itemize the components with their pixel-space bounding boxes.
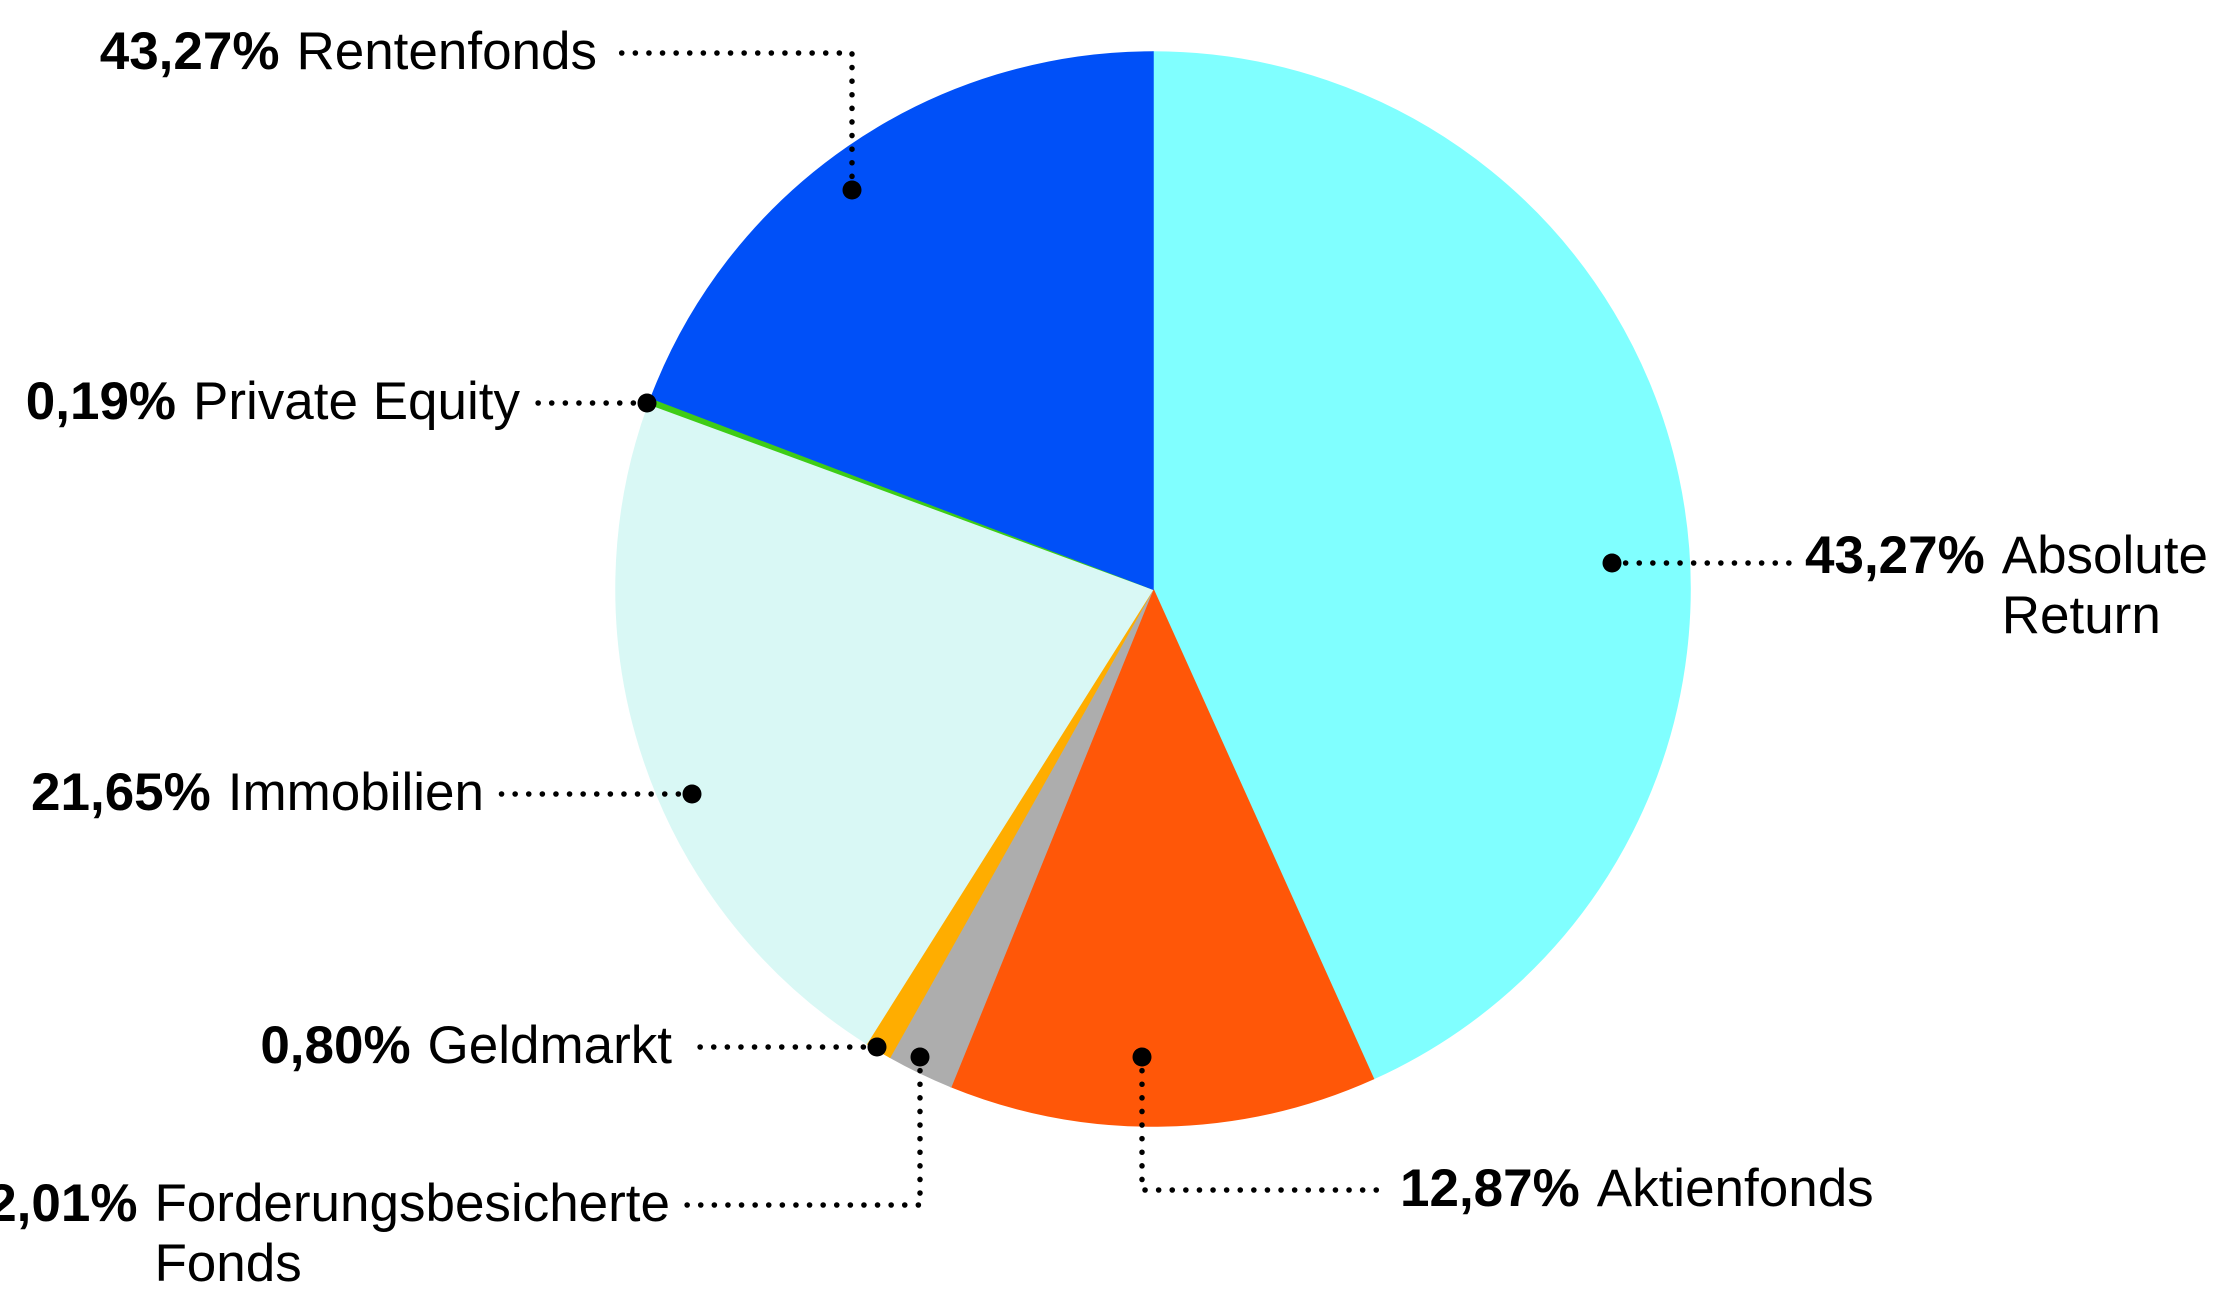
slice-name-line: Fonds xyxy=(154,1234,302,1292)
slice-percent: 43,27% xyxy=(1805,526,1985,585)
callout-dot-rentenfonds xyxy=(842,180,862,200)
callout-dot-aktienfonds xyxy=(1132,1047,1152,1067)
callout-leader-forderungsbesicherte-fonds xyxy=(681,1054,923,1208)
slice-label-geldmarkt: 0,80% Geldmarkt xyxy=(260,1016,672,1076)
callout-dot-geldmarkt xyxy=(867,1037,887,1057)
pie-slice-absolute-return xyxy=(1152,51,1691,1080)
slice-name: Absolute Return xyxy=(2002,526,2208,646)
slice-percent: 0,19% xyxy=(25,372,177,431)
slice-name-line: Rentenfonds xyxy=(296,22,597,81)
slice-label-rentenfonds: 43,27% Rentenfonds xyxy=(100,22,597,82)
slice-label-immobilien: 21,65% Immobilien xyxy=(31,763,484,823)
slice-label-private-equity: 0,19% Private Equity xyxy=(26,372,520,432)
slice-name-line: Geldmarkt xyxy=(427,1016,672,1075)
slice-label-forderungsbesicherte-fonds: 2,01% Forderungsbesicherte Fonds xyxy=(0,1174,670,1292)
slice-label-absolute-return: 43,27% Absolute Return xyxy=(1805,526,2208,646)
slice-percent: 2,01% xyxy=(0,1174,138,1233)
slice-name-line: Absolute xyxy=(2001,526,2208,585)
callout-dot-forderungsbesicherte-fonds xyxy=(910,1047,930,1067)
slice-name-line: Return xyxy=(2001,586,2161,645)
callout-leader-rentenfonds xyxy=(607,50,855,193)
slice-name: Private Equity xyxy=(193,372,520,432)
slice-name: Immobilien xyxy=(228,763,484,823)
slice-percent: 0,80% xyxy=(260,1016,411,1075)
slice-name: Aktienfonds xyxy=(1597,1159,1874,1219)
pie-slice-immobilien xyxy=(615,402,1155,1045)
slice-name: Geldmarkt xyxy=(428,1016,672,1076)
callout-dot-absolute-return xyxy=(1602,553,1622,573)
slice-name-line: Aktienfonds xyxy=(1596,1159,1874,1218)
slice-percent: 43,27% xyxy=(99,22,280,81)
callout-dot-private-equity xyxy=(637,393,657,413)
callout-dot-immobilien xyxy=(682,784,702,804)
slice-percent: 12,87% xyxy=(1400,1159,1580,1218)
slice-name: Rentenfonds xyxy=(296,22,597,82)
slice-label-aktienfonds: 12,87% Aktienfonds xyxy=(1400,1159,1874,1219)
pie-slice-aktienfonds xyxy=(949,587,1375,1127)
pie-slice-rentenfonds xyxy=(650,51,1154,591)
slice-name-line: Immobilien xyxy=(227,763,484,822)
slice-percent: 21,65% xyxy=(31,763,211,822)
slice-name-line: Private Equity xyxy=(193,372,520,431)
slice-name: Forderungsbesicherte Fonds xyxy=(154,1174,670,1292)
slice-name-line: Forderungsbesicherte xyxy=(154,1174,670,1233)
